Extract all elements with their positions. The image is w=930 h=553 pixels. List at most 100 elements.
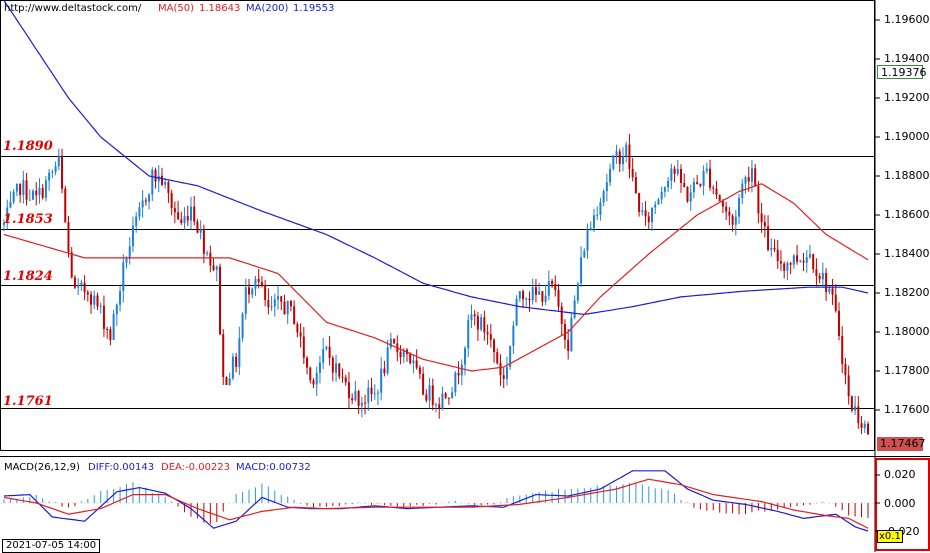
candle-body [9, 201, 12, 208]
candle-body [628, 144, 631, 169]
candle-body [389, 338, 392, 348]
candle-body [19, 183, 22, 195]
candle-body [267, 299, 270, 308]
candle-body [51, 171, 54, 173]
price-tick: 1.19400 [884, 52, 930, 65]
candle-body [712, 187, 715, 189]
candle-body [360, 402, 363, 406]
candle-body [235, 356, 238, 367]
candle-body [725, 206, 728, 212]
candle-body [757, 186, 760, 214]
candle-body [828, 288, 831, 292]
candle-body [670, 168, 673, 181]
candle-body [251, 288, 254, 295]
price-tick: 1.17600 [884, 403, 930, 416]
candle-body [25, 180, 28, 200]
candle-body [99, 305, 102, 307]
candle-body [96, 295, 99, 307]
candle-body [318, 362, 321, 373]
price-tick: 1.17800 [884, 364, 930, 377]
candle-body [386, 347, 389, 374]
candle-body [457, 372, 460, 376]
candle-body [435, 404, 437, 406]
candle-body [573, 300, 576, 318]
candle-body [493, 339, 496, 353]
crosshair-date: 2021-07-05 14:00 [2, 539, 101, 553]
candle-body [367, 387, 370, 403]
candle-body [160, 175, 163, 185]
candle-body [563, 324, 566, 340]
candle-body [67, 222, 70, 253]
candle-body [709, 168, 712, 188]
candle-body [589, 227, 592, 231]
candle-body [306, 357, 309, 368]
candle-body [106, 328, 109, 330]
candle-body [850, 396, 853, 411]
candle-body [538, 291, 541, 295]
scale-badge[interactable]: x0.1 [877, 530, 903, 543]
candle-body [44, 180, 47, 198]
candle-body [867, 423, 869, 435]
candle-body [473, 314, 476, 317]
candle-body [61, 155, 64, 189]
candle-body [148, 194, 151, 202]
candle-body [122, 262, 125, 292]
candle-body [812, 254, 815, 270]
candle-body [451, 392, 454, 399]
candle-body [860, 423, 863, 428]
candle-body [525, 298, 528, 300]
candle-body [576, 283, 579, 301]
macd-value-label: MACD:0.00732 [236, 462, 311, 473]
candle-body [805, 257, 808, 263]
macd-diff-label: DIFF:0.00143 [88, 462, 155, 473]
candle-body [696, 182, 699, 184]
candle-body [792, 255, 795, 265]
candle-body [422, 373, 425, 395]
ma50-label: MA(50) [158, 3, 194, 14]
candle-body [676, 168, 679, 174]
candle-body [351, 398, 354, 401]
candle-body [254, 278, 257, 289]
candle-body [760, 213, 763, 223]
candle-body [738, 198, 741, 217]
candle-body [431, 385, 434, 405]
candle-body [496, 352, 499, 364]
candle-body [654, 204, 657, 208]
candle-body [364, 402, 367, 404]
candle-body [293, 306, 296, 325]
candle-body [854, 406, 857, 411]
candle-body [547, 280, 550, 296]
candle-body [763, 222, 766, 227]
candle-body [644, 210, 647, 217]
candle-body [857, 406, 860, 424]
candle-body [312, 380, 315, 385]
candle-body [173, 208, 176, 213]
candle-body [335, 363, 338, 373]
price-tick: 1.18200 [884, 286, 930, 299]
candle-body [509, 345, 512, 368]
candle-body [667, 180, 670, 188]
candle-body [170, 193, 173, 209]
candle-body [705, 168, 708, 172]
candle-body [728, 211, 731, 216]
candle-body [264, 285, 267, 300]
candle-body [702, 171, 705, 186]
candle-body [651, 207, 653, 223]
candle-body [90, 294, 93, 305]
candle-body [641, 210, 644, 212]
candle-body [183, 216, 186, 224]
price-tick: 1.19600 [884, 13, 930, 26]
candle-body [683, 182, 686, 187]
candle-body [560, 306, 563, 325]
candle-body [12, 191, 15, 202]
level-label: 1.1890 [3, 139, 53, 154]
candle-body [570, 317, 573, 351]
candle-body [799, 260, 802, 262]
candle-body [528, 298, 531, 301]
candle-body [270, 306, 273, 308]
candle-body [393, 338, 396, 344]
candle-body [102, 305, 105, 329]
candle-body [164, 182, 167, 185]
candle-body [567, 339, 570, 351]
candle-body [747, 177, 750, 182]
